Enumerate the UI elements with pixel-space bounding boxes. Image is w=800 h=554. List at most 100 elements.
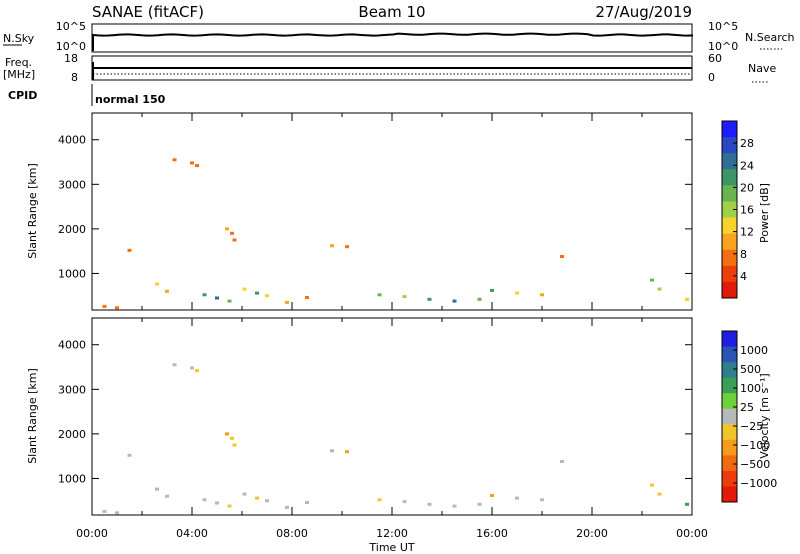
velocity-point-7	[345, 450, 349, 454]
colorbar-swatch	[722, 265, 737, 283]
velocity-point-1	[190, 366, 194, 370]
power-point-25	[490, 288, 494, 292]
power-point-11	[165, 289, 169, 293]
colorbar-tick-label: 24	[740, 159, 754, 172]
power-point-16	[255, 291, 259, 295]
freq-tick-bottom: 8	[71, 71, 78, 84]
power-point-8	[127, 248, 132, 252]
velocity-point-25	[490, 493, 494, 497]
velocity-point-22	[427, 502, 432, 506]
colorbar-swatch	[722, 346, 737, 363]
date-title: 27/Aug/2019	[595, 3, 692, 21]
power-point-32	[115, 306, 119, 310]
power-point-24	[477, 297, 482, 301]
velocity-point-14	[227, 504, 232, 508]
power-point-14	[227, 299, 232, 303]
colorbar-tick-label: 100	[740, 382, 761, 395]
colorbar-swatch	[722, 185, 737, 202]
y-tick-label: 4000	[58, 134, 86, 147]
power-point-30	[685, 297, 689, 301]
velocity-point-17	[265, 499, 269, 503]
power-point-20	[377, 293, 382, 297]
cpid-label: CPID	[8, 89, 37, 102]
colorbar-tick-label: 20	[740, 181, 754, 194]
velocity-point-6	[330, 449, 334, 453]
velocity-point-13	[215, 501, 219, 505]
y-tick-label: 2000	[58, 428, 86, 441]
colorbar-tick-label: 4	[740, 270, 747, 283]
nave-tick-bottom: 0	[708, 71, 715, 84]
power-point-5	[232, 238, 237, 242]
colorbar-swatch	[722, 233, 737, 251]
power-scatter	[102, 158, 689, 310]
power-point-15	[242, 287, 247, 291]
colorbar-swatch	[722, 249, 737, 267]
freq-strip: Freq. [MHz] 18 8 60 0 Nave	[3, 52, 776, 84]
colorbar-swatch	[722, 455, 737, 472]
colorbar-swatch	[722, 424, 737, 441]
nsky-tick-top: 10^5	[56, 20, 86, 33]
colorbar-swatch	[722, 486, 737, 503]
colorbar-tick-label: 8	[740, 248, 747, 261]
power-point-6	[330, 244, 334, 248]
nave-tick-top: 60	[708, 52, 722, 65]
power-point-0	[172, 158, 177, 162]
colorbar-tick-label: 28	[740, 137, 754, 150]
velocity-point-8	[127, 453, 132, 457]
velocity-point-31	[102, 509, 107, 513]
beam-title: Beam 10	[358, 3, 425, 21]
velocity-point-19	[305, 501, 309, 504]
x-tick-label: 08:00	[276, 527, 308, 540]
power-point-22	[427, 297, 432, 301]
velocity-point-23	[452, 504, 457, 508]
velocity-point-15	[242, 492, 247, 496]
y-tick-label: 3000	[58, 383, 86, 396]
nsky-frame	[91, 23, 693, 53]
velocity-panel: 1000 2000 3000 4000 Slant Range [km]	[26, 317, 693, 516]
colorbar-swatch	[722, 169, 737, 186]
velocity-point-18	[285, 505, 289, 509]
nsky-tick-bottom: 10^0	[56, 40, 86, 53]
power-colorbar-label: Power [dB]	[758, 183, 771, 243]
freq-unit-label: [MHz]	[3, 68, 35, 81]
nsky-trace	[92, 32, 694, 37]
power-point-3	[225, 227, 229, 231]
nsearch-tick-top: 10^5	[708, 20, 738, 33]
x-tick-label: 16:00	[476, 527, 508, 540]
velocity-point-29	[657, 492, 662, 496]
x-tick-label: 00:00	[76, 527, 108, 540]
velocity-point-11	[165, 494, 169, 498]
power-point-17	[265, 294, 269, 298]
colorbar-tick-label: 1000	[740, 344, 768, 357]
power-point-4	[230, 231, 234, 235]
velocity-point-21	[402, 500, 407, 504]
colorbar-swatch	[722, 470, 737, 487]
y-tick-label: 2000	[58, 223, 86, 236]
colorbar-frame	[721, 330, 738, 503]
power-point-27	[540, 293, 544, 297]
velocity-point-32	[115, 511, 119, 515]
velocity-point-16	[255, 496, 259, 500]
freq-tick-top: 18	[64, 52, 78, 65]
velocity-axes: 1000 2000 3000 4000	[58, 318, 693, 515]
nsearch-label: N.Search	[745, 31, 795, 44]
power-point-10	[155, 282, 159, 286]
velocity-point-2	[195, 369, 199, 373]
velocity-point-3	[225, 432, 229, 436]
colorbar-tick-label: −1000	[740, 477, 777, 490]
power-point-23	[452, 299, 457, 303]
cpid-strip: CPID normal 150	[8, 84, 166, 106]
cpid-value: normal 150	[95, 93, 166, 106]
colorbar-swatch	[722, 281, 737, 299]
y-tick-label: 4000	[58, 339, 86, 352]
colorbar-swatch	[722, 153, 737, 170]
x-tick-labels: 00:00 04:00 08:00 12:00 16:00 20:00 00:00	[76, 527, 708, 540]
velocity-point-0	[172, 363, 177, 367]
y-tick-label: 3000	[58, 178, 86, 191]
power-point-28	[650, 278, 654, 282]
velocity-point-4	[230, 436, 234, 440]
power-panel: 1000 2000 3000 4000 Slant Range [km]	[26, 112, 693, 311]
station-title: SANAE (fitACF)	[92, 3, 204, 21]
velocity-colorbar-label: Velocity [m s⁻¹]	[758, 373, 771, 458]
